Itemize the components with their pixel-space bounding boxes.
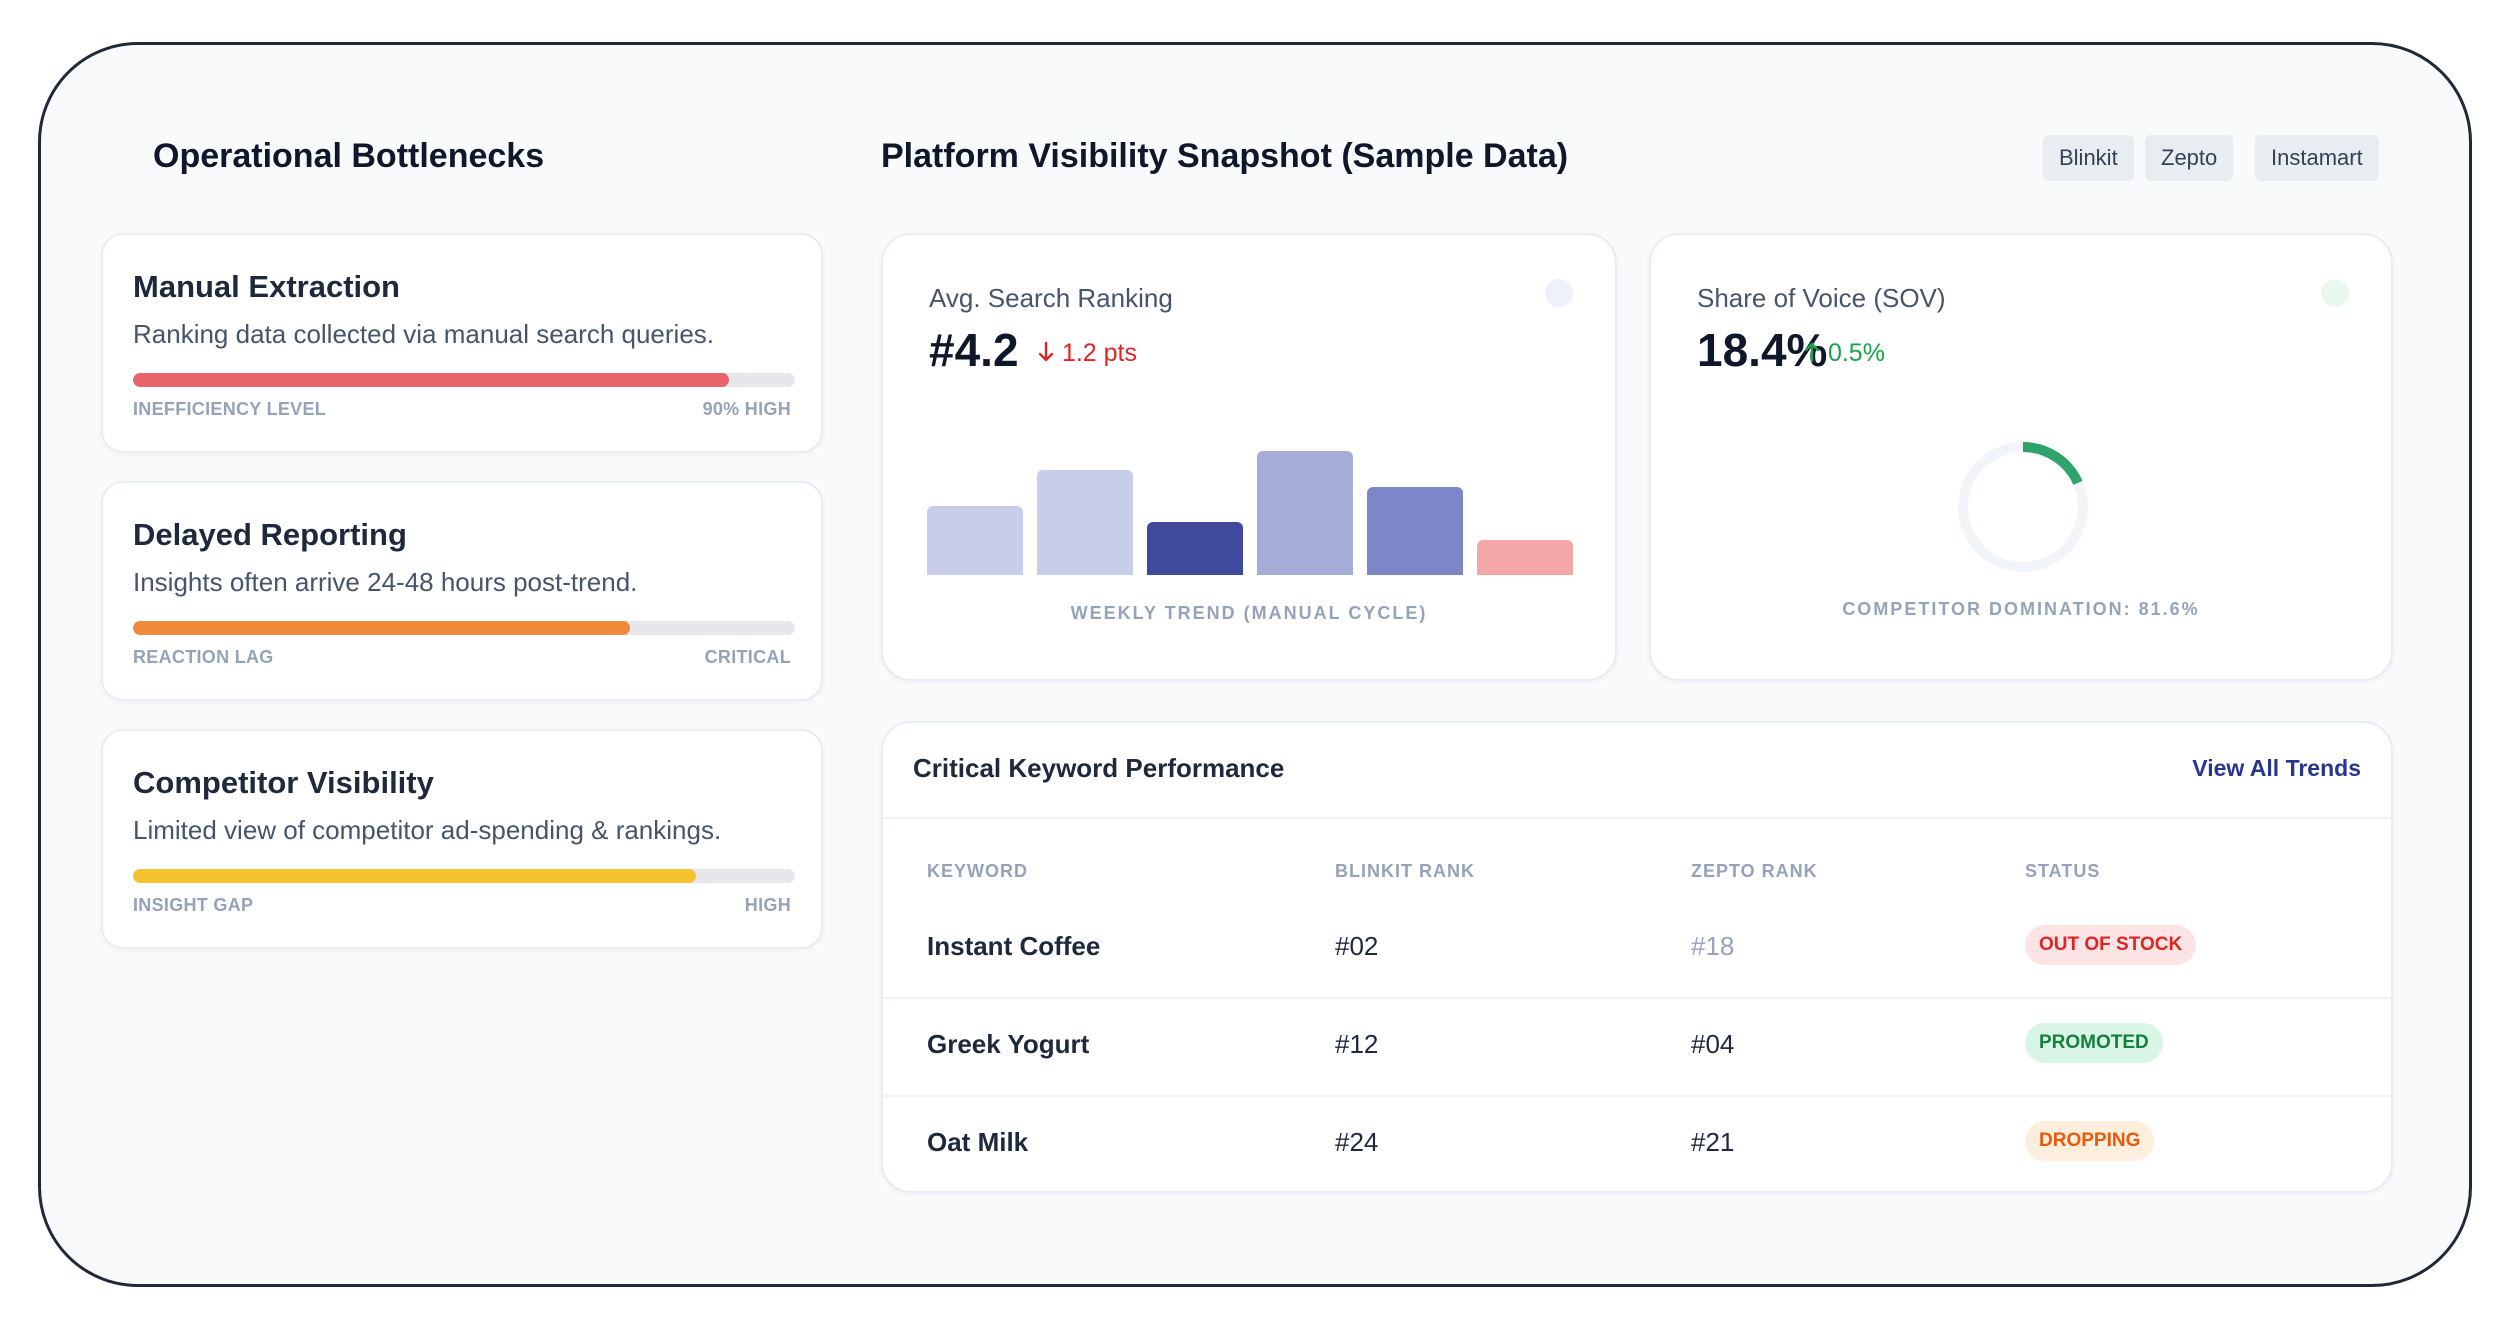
bottleneck-card: Delayed Reporting Insights often arrive … (101, 481, 823, 701)
bottleneck-title: Delayed Reporting (133, 517, 407, 552)
bottleneck-progress-fill (133, 373, 729, 387)
view-all-trends-link[interactable]: View All Trends (2192, 755, 2361, 781)
status-dot-icon (2321, 279, 2349, 307)
row-divider (883, 1095, 2391, 1097)
bottleneck-card: Manual Extraction Ranking data collected… (101, 233, 823, 453)
zepto-rank-cell: #04 (1691, 1029, 1735, 1059)
status-badge: DROPPING (2025, 1121, 2155, 1161)
metric-delta: 0.5% (1803, 339, 1885, 370)
bottleneck-metric-value: HIGH (744, 895, 791, 915)
dashboard-frame: Operational Bottlenecks Manual Extractio… (38, 42, 2472, 1287)
section-title-bottlenecks: Operational Bottlenecks (153, 137, 545, 175)
zepto-rank-cell: #21 (1691, 1127, 1735, 1157)
bottleneck-progress-track (133, 373, 795, 387)
search-ranking-card: Avg. Search Ranking #4.2 1.2 pts WEEKLY … (881, 233, 1617, 681)
section-title-visibility: Platform Visibility Snapshot (Sample Dat… (881, 137, 1569, 175)
arrow-down-icon (1037, 341, 1055, 370)
share-of-voice-card: Share of Voice (SOV) 18.4% 0.5% COMPETIT… (1649, 233, 2393, 681)
platform-filter-blinkit[interactable]: Blinkit (2043, 135, 2134, 181)
bottleneck-progress-fill (133, 869, 696, 883)
ring-share-arc (1958, 442, 2088, 572)
arrow-up-icon (1803, 341, 1821, 370)
competitor-domination-caption: COMPETITOR DOMINATION: 81.6% (1842, 599, 2200, 619)
blinkit-rank-cell: #02 (1335, 931, 1379, 961)
bottleneck-title: Competitor Visibility (133, 765, 434, 800)
bottleneck-progress-track (133, 621, 795, 635)
metric-label: Avg. Search Ranking (929, 283, 1173, 313)
bottleneck-card: Competitor Visibility Limited view of co… (101, 729, 823, 949)
bottleneck-metric-label: REACTION LAG (133, 647, 274, 667)
metric-delta-value: 0.5% (1827, 339, 1885, 367)
zepto-rank-cell: #18 (1691, 931, 1735, 961)
table-row[interactable]: Greek Yogurt #12 #04 PROMOTED (883, 997, 2391, 1095)
status-dot-icon (1545, 279, 1573, 307)
blinkit-rank-cell: #12 (1335, 1029, 1379, 1059)
metric-delta: 1.2 pts (1037, 339, 1137, 370)
bottleneck-metric-label: INSIGHT GAP (133, 895, 254, 915)
bottleneck-description: Insights often arrive 24-48 hours post-t… (133, 567, 638, 597)
row-divider (883, 997, 2391, 999)
trend-bar (1367, 486, 1463, 575)
trend-bar (927, 505, 1023, 575)
divider (883, 817, 2391, 819)
weekly-trend-bars (927, 451, 1573, 575)
chart-caption: WEEKLY TREND (MANUAL CYCLE) (1070, 603, 1428, 623)
keyword-performance-card: Critical Keyword Performance View All Tr… (881, 721, 2393, 1193)
bottleneck-description: Ranking data collected via manual search… (133, 319, 715, 349)
bottleneck-metric-value: 90% HIGH (702, 399, 791, 419)
trend-bar (1477, 540, 1573, 575)
keyword-cell: Instant Coffee (927, 931, 1101, 961)
platform-filter-zepto[interactable]: Zepto (2145, 135, 2234, 181)
column-header-zepto-rank: ZEPTO RANK (1691, 861, 1818, 881)
keyword-cell: Oat Milk (927, 1127, 1029, 1157)
trend-bar (1037, 469, 1133, 575)
metric-value: #4.2 (929, 324, 1019, 376)
bottleneck-metric-label: INEFFICIENCY LEVEL (133, 399, 327, 419)
status-badge: OUT OF STOCK (2025, 925, 2197, 965)
table-title: Critical Keyword Performance (913, 753, 1285, 783)
bottleneck-metric-value: CRITICAL (704, 647, 791, 667)
keyword-cell: Greek Yogurt (927, 1029, 1090, 1059)
trend-bar (1257, 451, 1353, 575)
trend-bar (1147, 521, 1243, 575)
share-of-voice-ring (1958, 442, 2088, 572)
column-header-status: STATUS (2025, 861, 2101, 881)
bottleneck-description: Limited view of competitor ad-spending &… (133, 815, 722, 845)
bottleneck-progress-fill (133, 621, 630, 635)
bottleneck-title: Manual Extraction (133, 269, 400, 304)
bottleneck-progress-track (133, 869, 795, 883)
metric-delta-value: 1.2 pts (1061, 339, 1138, 367)
column-header-blinkit-rank: BLINKIT RANK (1335, 861, 1475, 881)
table-row[interactable]: Instant Coffee #02 #18 OUT OF STOCK (883, 899, 2391, 997)
status-badge: PROMOTED (2025, 1023, 2163, 1063)
metric-label: Share of Voice (SOV) (1697, 283, 1946, 313)
table-row[interactable]: Oat Milk #24 #21 DROPPING (883, 1095, 2391, 1191)
blinkit-rank-cell: #24 (1335, 1127, 1379, 1157)
column-header-keyword: KEYWORD (927, 861, 1028, 881)
platform-filter-instamart[interactable]: Instamart (2255, 135, 2379, 181)
